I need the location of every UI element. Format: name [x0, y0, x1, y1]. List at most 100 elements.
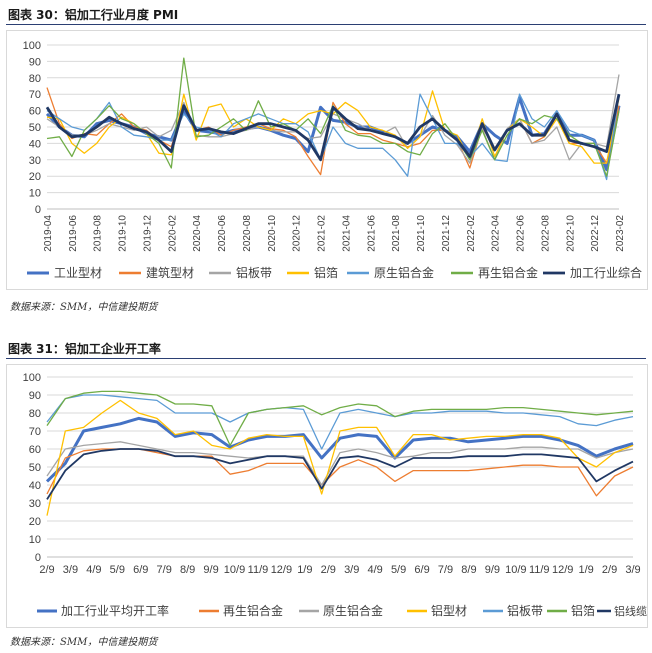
series-line-5 [46, 93, 620, 181]
x-tick-label: 10/9 [224, 564, 245, 576]
x-tick-label: 2020-02 [167, 215, 178, 252]
legend-label: 铝板带 [236, 265, 272, 280]
legend-label: 建筑型材 [146, 265, 194, 280]
x-tick-label: 2021-04 [341, 215, 352, 252]
x-tick-label: 2022-04 [491, 215, 502, 252]
x-tick-label: 3/9 [344, 564, 359, 576]
chart1-svg: 0 10 20 30 40 50 60 70 80 90 100 2019-04 2019-06 2019… [23, 40, 642, 280]
x-tick-label: 7/9 [157, 564, 172, 576]
x-tick-label: 2020-06 [217, 215, 228, 252]
x-tick-label: 6/9 [414, 564, 429, 576]
x-tick-label: 2019-08 [93, 215, 104, 252]
y-tick-label: 20 [29, 516, 41, 528]
series-line-6 [46, 390, 634, 447]
chart1-frame: 0 10 20 30 40 50 60 70 80 90 100 2019-04 2019-06 2019… [6, 30, 648, 290]
legend-label: 铝板带 [507, 603, 543, 618]
x-tick-label: 2020-10 [267, 215, 278, 252]
y-tick-label: 10 [29, 534, 41, 546]
chart2-source: 数据来源：SMM，中信建投期货 [10, 637, 158, 648]
series-line-2 [46, 448, 634, 497]
x-tick-label: 4/9 [368, 564, 383, 576]
x-tick-label: 11/9 [248, 564, 269, 576]
x-tick-label: 2019-06 [68, 215, 79, 252]
y-tick-label: 0 [35, 552, 41, 564]
legend-label: 原生铝合金 [323, 603, 383, 618]
y-tick-label: 40 [29, 480, 41, 492]
y-tick-label: 90 [29, 56, 41, 68]
x-tick-label: 2/9 [321, 564, 336, 576]
y-tick-label: 50 [29, 122, 41, 134]
legend-label: 铝箔 [314, 265, 338, 280]
x-tick-label: 11/9 [529, 564, 550, 576]
y-tick-label: 30 [29, 498, 41, 510]
y-tick-label: 50 [29, 462, 41, 474]
x-tick-label: 12/9 [552, 564, 573, 576]
series-line-5 [46, 394, 634, 450]
x-tick-label: 2021-08 [391, 215, 402, 252]
x-tick-label: 2021-02 [317, 215, 328, 252]
y-tick-label: 100 [23, 40, 41, 52]
x-tick-label: 8/9 [461, 564, 476, 576]
y-tick-label: 80 [29, 408, 41, 420]
x-tick-label: 4/9 [86, 564, 101, 576]
x-tick-label: 2022-12 [590, 215, 601, 252]
x-tick-label: 1/9 [297, 564, 312, 576]
chart2-frame: 0 10 20 30 40 50 60 70 80 90 100 2/9 3/9 4/9 5/9 6/9 7/9… [6, 364, 648, 628]
y-tick-label: 90 [29, 390, 41, 402]
legend-label: 铝型材 [431, 603, 467, 618]
x-tick-label: 2020-08 [242, 215, 253, 252]
x-tick-label: 7/9 [438, 564, 453, 576]
chart1-title-rule [6, 24, 646, 25]
x-tick-label: 5/9 [110, 564, 125, 576]
series-line-1 [45, 416, 634, 483]
x-tick-label: 2020-04 [192, 215, 203, 252]
x-tick-label: 8/9 [180, 564, 195, 576]
series-line-2 [46, 87, 620, 176]
chart1-title: 图表 30：铝加工行业月度 PMI [8, 8, 179, 22]
legend-label: 再生铝合金 [223, 603, 283, 618]
x-tick-label: 9/9 [203, 564, 218, 576]
x-tick-label: 12/9 [271, 564, 292, 576]
x-tick-label: 2021-06 [366, 215, 377, 252]
x-tick-label: 3/9 [63, 564, 78, 576]
x-tick-label: 2019-10 [118, 215, 129, 252]
legend-label: 加工行业综合 [570, 265, 642, 280]
chart2-title: 图表 31：铝加工企业开工率 [8, 342, 161, 356]
y-tick-label: 100 [23, 372, 41, 384]
legend-label: 加工行业平均开工率 [61, 603, 169, 618]
y-tick-label: 30 [29, 155, 41, 167]
x-tick-label: 2/9 [39, 564, 54, 576]
legend-label: 铝箔 [571, 603, 595, 618]
series-line-7 [46, 448, 634, 500]
y-tick-label: 60 [29, 106, 41, 118]
x-tick-label: 2022-10 [565, 215, 576, 252]
y-tick-label: 70 [29, 89, 41, 101]
x-tick-label: 6/9 [133, 564, 148, 576]
x-tick-label: 2019-04 [43, 215, 54, 252]
x-tick-label: 5/9 [391, 564, 406, 576]
legend-label: 工业型材 [54, 266, 102, 280]
series-line-4 [46, 399, 634, 516]
x-tick-label: 1/9 [578, 564, 593, 576]
y-tick-label: 70 [29, 426, 41, 438]
legend-label: 再生铝合金 [478, 265, 538, 280]
y-tick-label: 20 [29, 171, 41, 183]
x-tick-label: 2022-02 [466, 215, 477, 252]
x-tick-label: 2023-02 [615, 215, 626, 252]
chart1-source: 数据来源：SMM，中信建投期货 [10, 302, 158, 313]
series-line-6 [46, 57, 620, 177]
chart2-title-rule [6, 358, 646, 359]
x-tick-label: 3/9 [625, 564, 640, 576]
x-tick-label: 2021-12 [441, 215, 452, 252]
y-tick-label: 0 [35, 204, 41, 216]
series-line-7 [45, 93, 621, 162]
x-tick-label: 2022-08 [540, 215, 551, 252]
x-tick-label: 9/9 [485, 564, 500, 576]
series-line-3 [46, 441, 634, 486]
x-tick-label: 2019-12 [142, 215, 153, 252]
y-tick-label: 40 [29, 138, 41, 150]
legend-label: 铝线缆 [614, 604, 647, 618]
chart2-svg: 0 10 20 30 40 50 60 70 80 90 100 2/9 3/9 4/9 5/9 6/9 7/9… [23, 372, 647, 618]
y-tick-label: 60 [29, 444, 41, 456]
x-tick-label: 2021-10 [416, 215, 427, 252]
